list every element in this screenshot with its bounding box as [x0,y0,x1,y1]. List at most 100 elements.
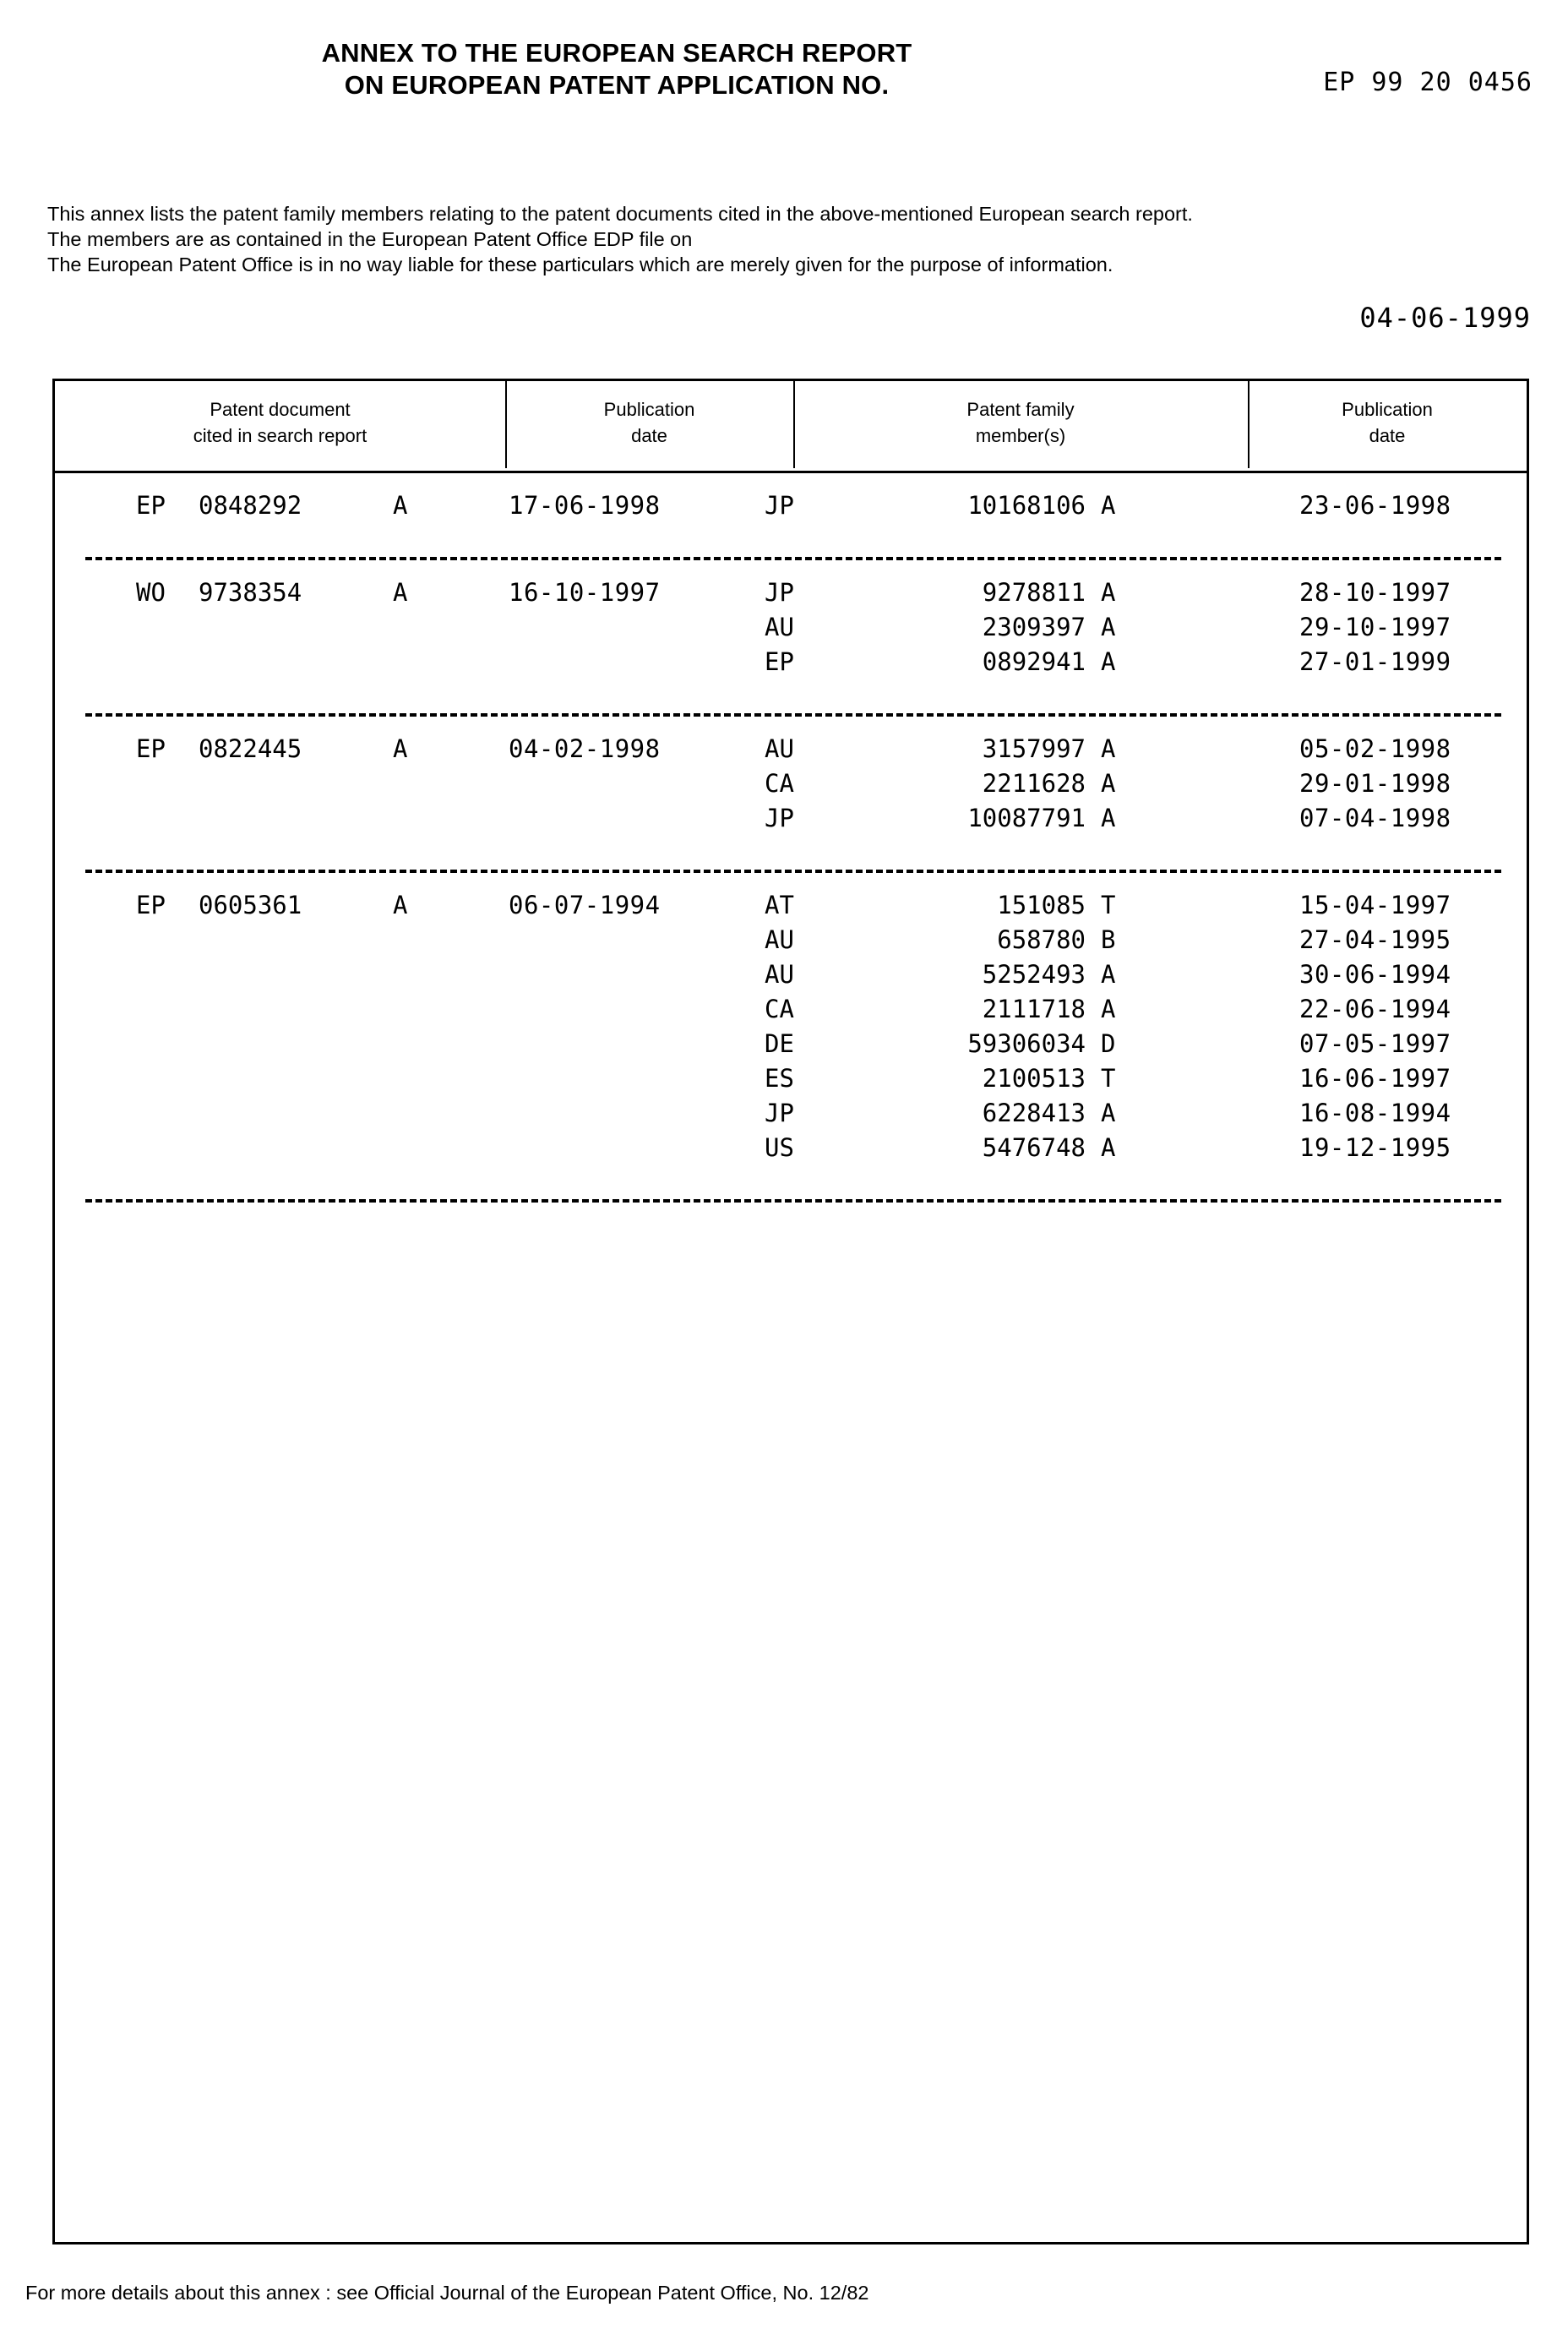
family-publication-date: 15-04-1997 [1299,888,1451,923]
table-row: AT 151085 T 15-04-1997 [55,888,1527,923]
family-publication-date: 23-06-1998 [1299,488,1451,523]
family-country-code: JP [765,575,794,610]
family-publication-date: 05-02-1998 [1299,732,1451,766]
family-kind-code: A [1101,957,1115,992]
family-kind-code: T [1101,1061,1115,1096]
family-member-list: AT151085T15-04-1997AU658780B27-04-1995AU… [55,888,1527,1165]
family-kind-code: D [1101,1027,1115,1061]
family-kind-code: A [1101,992,1115,1027]
table-group: EP0848292A17-06-1998JP10168106A23-06-199… [55,473,1527,560]
group-divider [85,1199,1501,1203]
table-row: JP 6228413 A 16-08-1994 [55,1096,1527,1131]
column-header-publication-date: Publication date [505,396,793,449]
family-country-code: CA [765,992,794,1027]
page-title-line-2: ON EUROPEAN PATENT APPLICATION NO. [0,69,1233,101]
family-document-number: 2211628 [832,766,1086,801]
family-country-code: JP [765,488,794,523]
family-publication-date: 28-10-1997 [1299,575,1451,610]
family-kind-code: A [1101,1096,1115,1131]
table-row: EP 0892941 A 27-01-1999 [55,645,1527,679]
family-document-number: 2111718 [832,992,1086,1027]
family-country-code: AU [765,610,794,645]
family-member-list: AU 3157997 A 05-02-1998 CA 2211628 A 29-01-1998… [55,732,1527,836]
table-row: AU 2309397 A 29-10-1997 [55,610,1527,645]
family-document-number: 0892941 [832,645,1086,679]
family-country-code: JP [765,1096,794,1131]
family-publication-date: 16-08-1994 [1299,1096,1451,1131]
family-publication-date: 22-06-1994 [1299,992,1451,1027]
family-kind-code: A [1101,1131,1115,1165]
page-title-line-1: ANNEX TO THE EUROPEAN SEARCH REPORT [0,37,1233,69]
table-row: DE 59306034 D 07-05-1997 [55,1027,1527,1061]
family-kind-code: A [1101,488,1115,523]
table-row: US5476748A19-12-1995 [55,1131,1527,1165]
table-group: EP0822445A04-02-1998AU3157997A05-02-1998… [55,717,1527,873]
intro-line-3: The European Patent Office is in no way … [47,252,1534,277]
table-row: CA 2211628 A 29-01-1998 [55,766,1527,801]
table-group-rows: EP0822445A04-02-1998AU3157997A05-02-1998… [55,717,1527,858]
family-publication-date: 16-06-1997 [1299,1061,1451,1096]
table-header-row: Patent document cited in search report P… [55,381,1527,473]
family-kind-code: T [1101,888,1115,923]
family-kind-code: A [1101,575,1115,610]
intro-line-2: The members are as contained in the Euro… [47,226,1534,252]
family-publication-date: 27-01-1999 [1299,645,1451,679]
family-kind-code: A [1101,610,1115,645]
table-group-rows: EP0848292A17-06-1998JP10168106A23-06-199… [55,473,1527,545]
table-group-rows: EP0605361A06-07-1994AT151085T15-04-1997A… [55,873,1527,1187]
intro-line-1: This annex lists the patent family membe… [47,201,1534,226]
family-document-number: 9278811 [832,575,1086,610]
family-kind-code: A [1101,801,1115,836]
family-document-number: 59306034 [832,1027,1086,1061]
table-row: ES 2100513 T 16-06-1997 [55,1061,1527,1096]
family-publication-date: 27-04-1995 [1299,923,1451,957]
column-header-patent-document: Patent document cited in search report [55,396,505,449]
column-header-family-publication-date: Publication date [1248,396,1527,449]
table-row: JP 9278811 A 28-10-1997 [55,575,1527,610]
table-row: CA 2111718 A 22-06-1994 [55,992,1527,1027]
family-document-number: 151085 [832,888,1086,923]
family-document-number: 3157997 [832,732,1086,766]
table-row: JP10087791A07-04-1998 [55,801,1527,836]
family-country-code: US [765,1131,794,1165]
family-country-code: AU [765,923,794,957]
footer-note: For more details about this annex : see … [25,2282,868,2304]
table-group: EP0605361A06-07-1994AT151085T15-04-1997A… [55,873,1527,1203]
intro-paragraph: This annex lists the patent family membe… [47,201,1534,277]
column-header-patent-family: Patent family member(s) [793,396,1248,449]
table-row: AU3157997A05-02-1998 [55,732,1527,766]
page-title: ANNEX TO THE EUROPEAN SEARCH REPORT ON E… [0,37,1233,101]
family-document-number: 2100513 [832,1061,1086,1096]
family-publication-date: 19-12-1995 [1299,1131,1451,1165]
family-country-code: EP [765,645,794,679]
family-country-code: AU [765,732,794,766]
family-document-number: 2309397 [832,610,1086,645]
family-publication-date: 30-06-1994 [1299,957,1451,992]
table-row: AU 5252493 A 30-06-1994 [55,957,1527,992]
family-publication-date: 07-04-1998 [1299,801,1451,836]
family-kind-code: A [1101,645,1115,679]
family-document-number: 6228413 [832,1096,1086,1131]
table-row: AU658780B27-04-1995 [55,923,1527,957]
family-country-code: DE [765,1027,794,1061]
family-publication-date: 29-10-1997 [1299,610,1451,645]
family-country-code: AT [765,888,794,923]
family-member-list: JP 9278811 A 28-10-1997 AU 2309397 A 29-10-1997… [55,575,1527,679]
family-kind-code: B [1101,923,1115,957]
family-document-number: 5252493 [832,957,1086,992]
family-publication-date: 07-05-1997 [1299,1027,1451,1061]
family-country-code: ES [765,1061,794,1096]
family-document-number: 10168106 [832,488,1086,523]
family-member-list: JP 10168106 A 23-06-1998 [55,488,1527,523]
family-kind-code: A [1101,766,1115,801]
table-group-rows: WO9738354A16-10-1997JP9278811A28-10-1997… [55,560,1527,701]
table-group: WO9738354A16-10-1997JP9278811A28-10-1997… [55,560,1527,717]
family-country-code: CA [765,766,794,801]
table-body: EP0848292A17-06-1998JP10168106A23-06-199… [55,473,1527,1203]
table-row: JP 10168106 A 23-06-1998 [55,488,1527,523]
patent-family-table: Patent document cited in search report P… [52,379,1529,2244]
application-number: EP 99 20 0456 [1323,68,1533,97]
family-document-number: 10087791 [832,801,1086,836]
family-publication-date: 29-01-1998 [1299,766,1451,801]
family-country-code: AU [765,957,794,992]
